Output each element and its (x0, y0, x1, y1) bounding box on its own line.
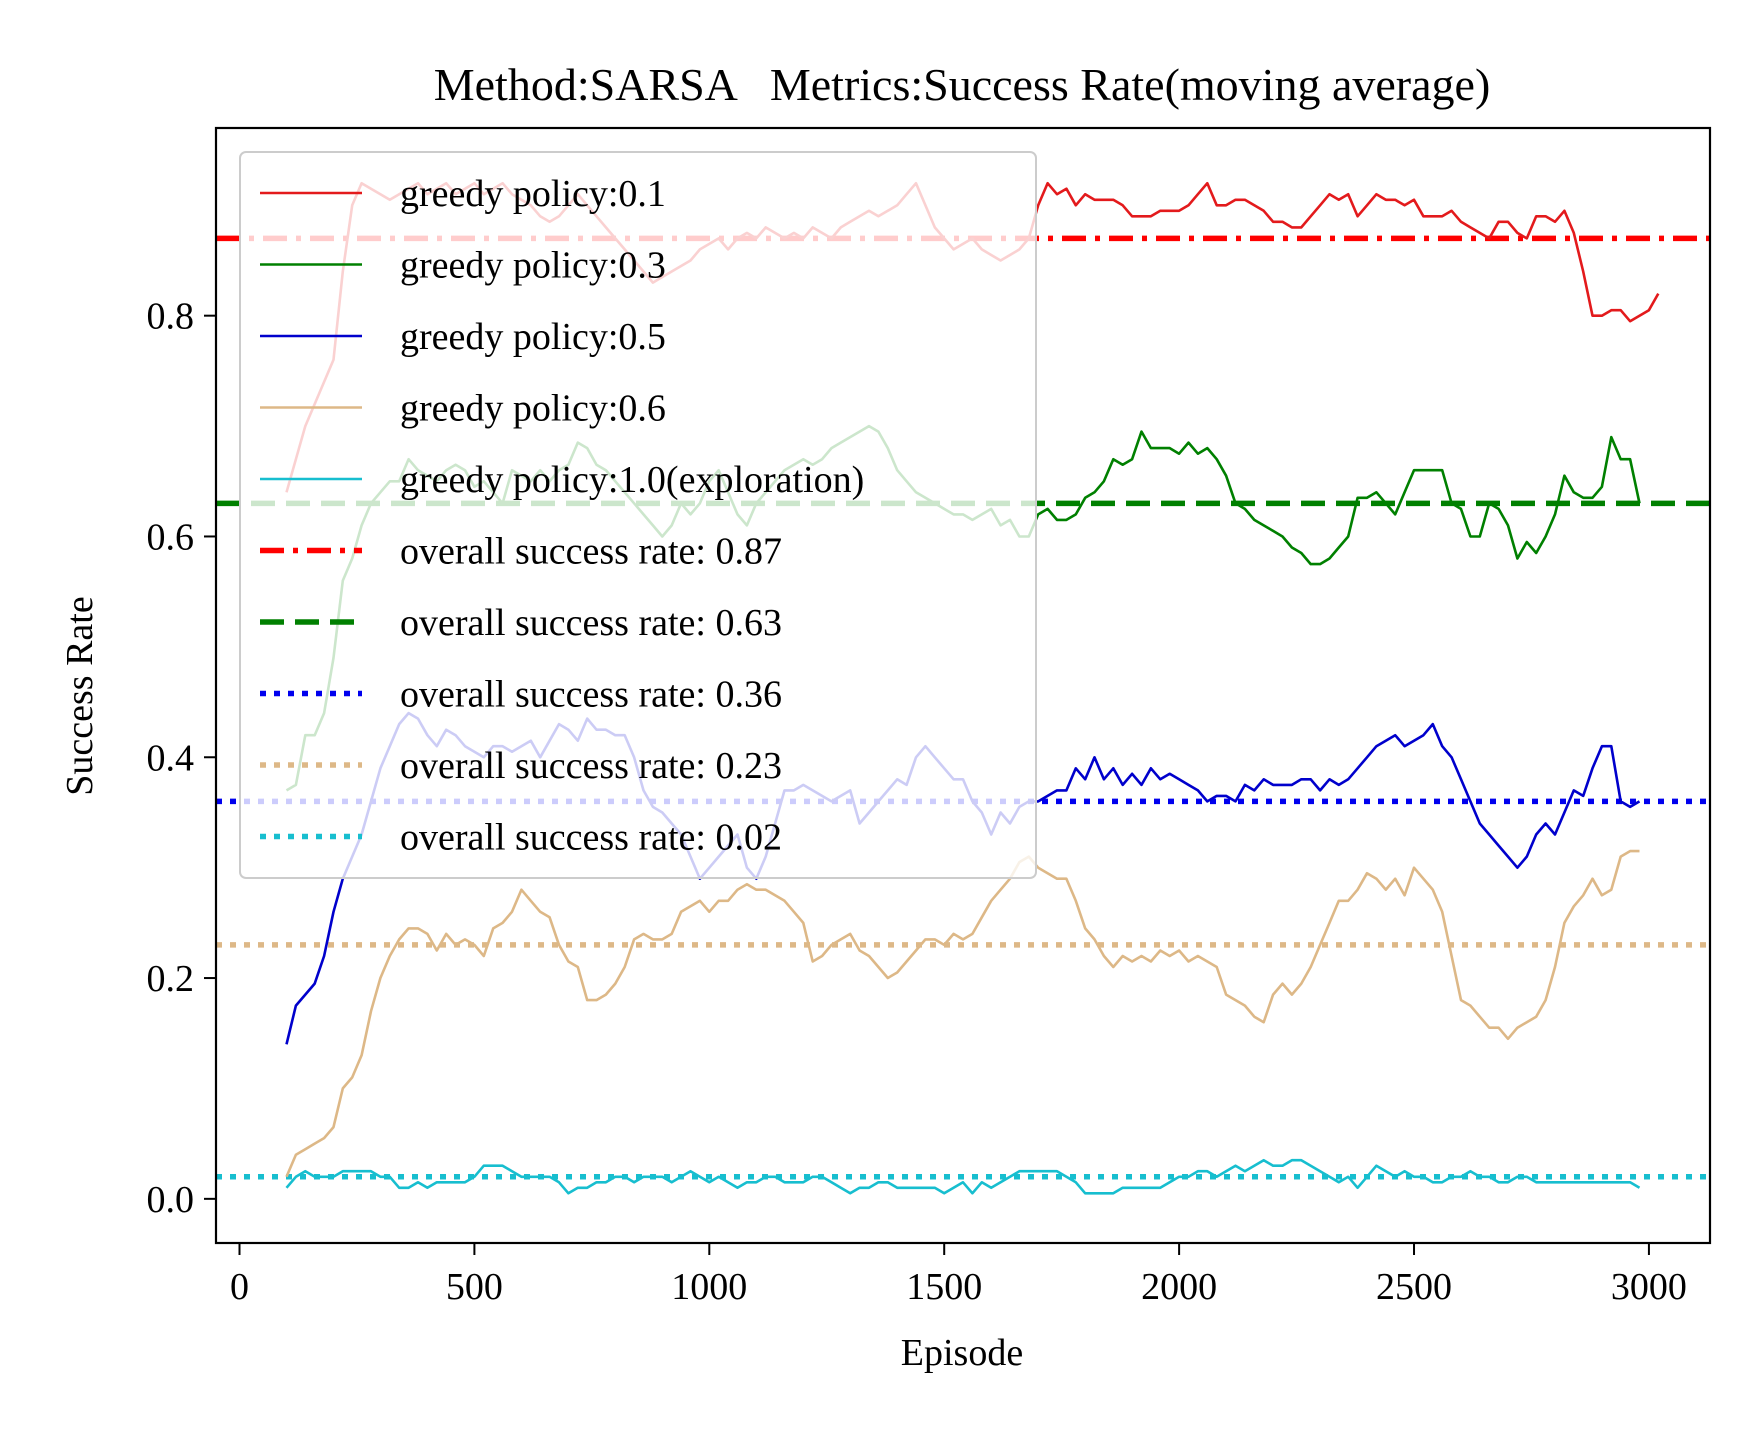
y-tick-label: 0.0 (147, 1179, 195, 1221)
x-tick-label: 500 (446, 1266, 503, 1308)
plot-frame (214, 126, 1712, 1245)
legend-label-8: overall success rate: 0.36 (400, 674, 782, 716)
legend-box (239, 151, 1037, 879)
y-tick-label: 0.8 (147, 296, 195, 338)
legend-label-4: greedy policy:0.6 (400, 388, 666, 430)
x-tick-label: 1500 (906, 1266, 982, 1308)
axes-layer: 0 500 1000 1500 2000 2500 3000 0.0 0.2 0.4 0.6 0.8 (147, 126, 1712, 1308)
chart-title: Method:SARSA Metrics:Success Rate(moving… (434, 59, 1491, 110)
legend-label-2: greedy policy:0.3 (400, 245, 666, 287)
x-tick-label: 3000 (1611, 1266, 1687, 1308)
x-tick-label: 2500 (1376, 1266, 1452, 1308)
legend: greedy policy:0.1 greedy policy:0.3 greedy… (239, 151, 1037, 879)
x-tick-label: 1000 (671, 1266, 747, 1308)
legend-label-3: greedy policy:0.5 (400, 316, 666, 358)
series-line-5 (285, 1158, 1641, 1195)
legend-label-6: overall success rate: 0.87 (400, 531, 782, 573)
y-tick-label: 0.4 (147, 737, 195, 779)
series-line-4 (285, 849, 1640, 1178)
y-axis-label: Success Rate (59, 596, 101, 795)
legend-label-10: overall success rate: 0.02 (400, 817, 782, 859)
legend-label-7: overall success rate: 0.63 (400, 602, 782, 644)
x-tick-label: 2000 (1141, 1266, 1217, 1308)
y-tick-label: 0.2 (147, 958, 195, 1000)
legend-label-5: greedy policy:1.0(exploration) (400, 459, 864, 501)
legend-label-9: overall success rate: 0.23 (400, 745, 782, 787)
legend-label-1: greedy policy:0.1 (400, 173, 666, 215)
y-tick-label: 0.6 (147, 516, 195, 558)
x-tick-label: 0 (230, 1266, 249, 1308)
x-axis-label: Episode (901, 1332, 1023, 1374)
